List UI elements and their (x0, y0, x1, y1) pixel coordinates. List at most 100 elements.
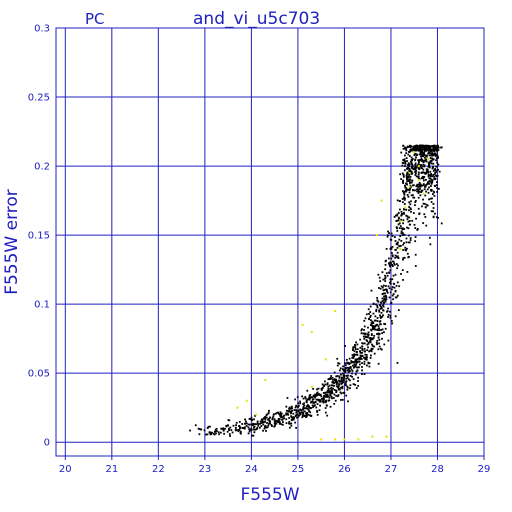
data-point (431, 167, 434, 170)
data-point (392, 274, 395, 277)
data-point (361, 355, 364, 358)
data-point (239, 426, 242, 429)
data-point (397, 309, 400, 312)
data-point (401, 227, 404, 230)
camera-label: PC (85, 10, 105, 28)
data-point (375, 303, 377, 306)
data-point (292, 416, 295, 419)
data-point (302, 403, 305, 406)
data-point (359, 351, 362, 354)
data-point (344, 367, 347, 370)
data-point (326, 414, 329, 417)
data-point (423, 148, 425, 150)
data-point (399, 225, 402, 227)
data-point (422, 171, 425, 174)
data-point (376, 304, 379, 307)
data-point (353, 354, 355, 357)
data-point (260, 425, 263, 427)
data-point (409, 203, 412, 206)
data-point (369, 340, 371, 343)
data-point (406, 247, 408, 250)
data-point (280, 423, 283, 426)
data-point (402, 144, 405, 147)
data-point (388, 272, 391, 274)
data-point (418, 181, 421, 184)
data-point (413, 168, 415, 170)
data-point (424, 184, 427, 187)
data-point (378, 345, 381, 348)
data-point (400, 240, 403, 242)
data-point (294, 398, 297, 401)
data-point (340, 392, 343, 395)
flagged-data-point (357, 438, 360, 441)
data-point (417, 171, 420, 174)
data-point (428, 148, 431, 151)
data-point (286, 397, 289, 399)
data-point (421, 171, 423, 174)
data-point (301, 395, 304, 398)
data-point (268, 409, 270, 412)
data-point (421, 154, 424, 157)
data-point (243, 427, 246, 430)
data-point (369, 311, 372, 313)
data-point (363, 319, 366, 322)
data-point (329, 405, 332, 408)
data-point (340, 386, 343, 389)
data-point (384, 295, 387, 297)
data-point (377, 273, 380, 276)
data-point (396, 213, 399, 216)
data-point (407, 227, 410, 230)
data-point (384, 260, 387, 263)
flagged-data-point (371, 435, 374, 438)
data-point (417, 163, 420, 165)
data-point (345, 358, 348, 361)
data-point (426, 188, 429, 191)
data-point (336, 395, 339, 398)
data-point (423, 147, 425, 149)
data-point (349, 387, 351, 390)
data-point (402, 219, 405, 222)
data-point (368, 350, 371, 353)
data-point (404, 146, 407, 149)
data-point (410, 162, 413, 165)
data-point (393, 262, 395, 265)
data-point (423, 188, 426, 191)
data-point (271, 416, 274, 419)
data-point (392, 293, 395, 295)
data-point (268, 422, 270, 425)
data-point (429, 177, 432, 180)
data-point (378, 287, 380, 289)
data-point (350, 368, 353, 371)
data-point (253, 431, 256, 434)
data-point (416, 183, 419, 186)
data-point (395, 220, 398, 222)
data-point (320, 397, 323, 400)
data-point (429, 170, 432, 173)
data-point (229, 426, 232, 429)
data-point (377, 325, 380, 328)
data-point (292, 418, 295, 420)
data-point (403, 159, 406, 162)
data-point (405, 241, 408, 244)
data-point (325, 404, 328, 407)
data-point (375, 310, 378, 313)
data-point (274, 424, 276, 427)
data-point (429, 157, 432, 159)
data-point (304, 397, 307, 400)
data-point (413, 196, 416, 199)
data-point (299, 413, 302, 416)
data-point (331, 376, 334, 379)
data-point (424, 194, 427, 197)
data-point (414, 147, 417, 149)
data-point (354, 353, 357, 356)
data-point (421, 205, 423, 208)
data-point (376, 317, 379, 319)
data-point (402, 180, 404, 183)
data-point (228, 427, 230, 430)
data-point (397, 264, 399, 267)
data-point (409, 237, 412, 240)
data-point (428, 154, 431, 157)
data-point (332, 378, 334, 381)
data-point (204, 433, 207, 436)
data-point (391, 245, 394, 248)
